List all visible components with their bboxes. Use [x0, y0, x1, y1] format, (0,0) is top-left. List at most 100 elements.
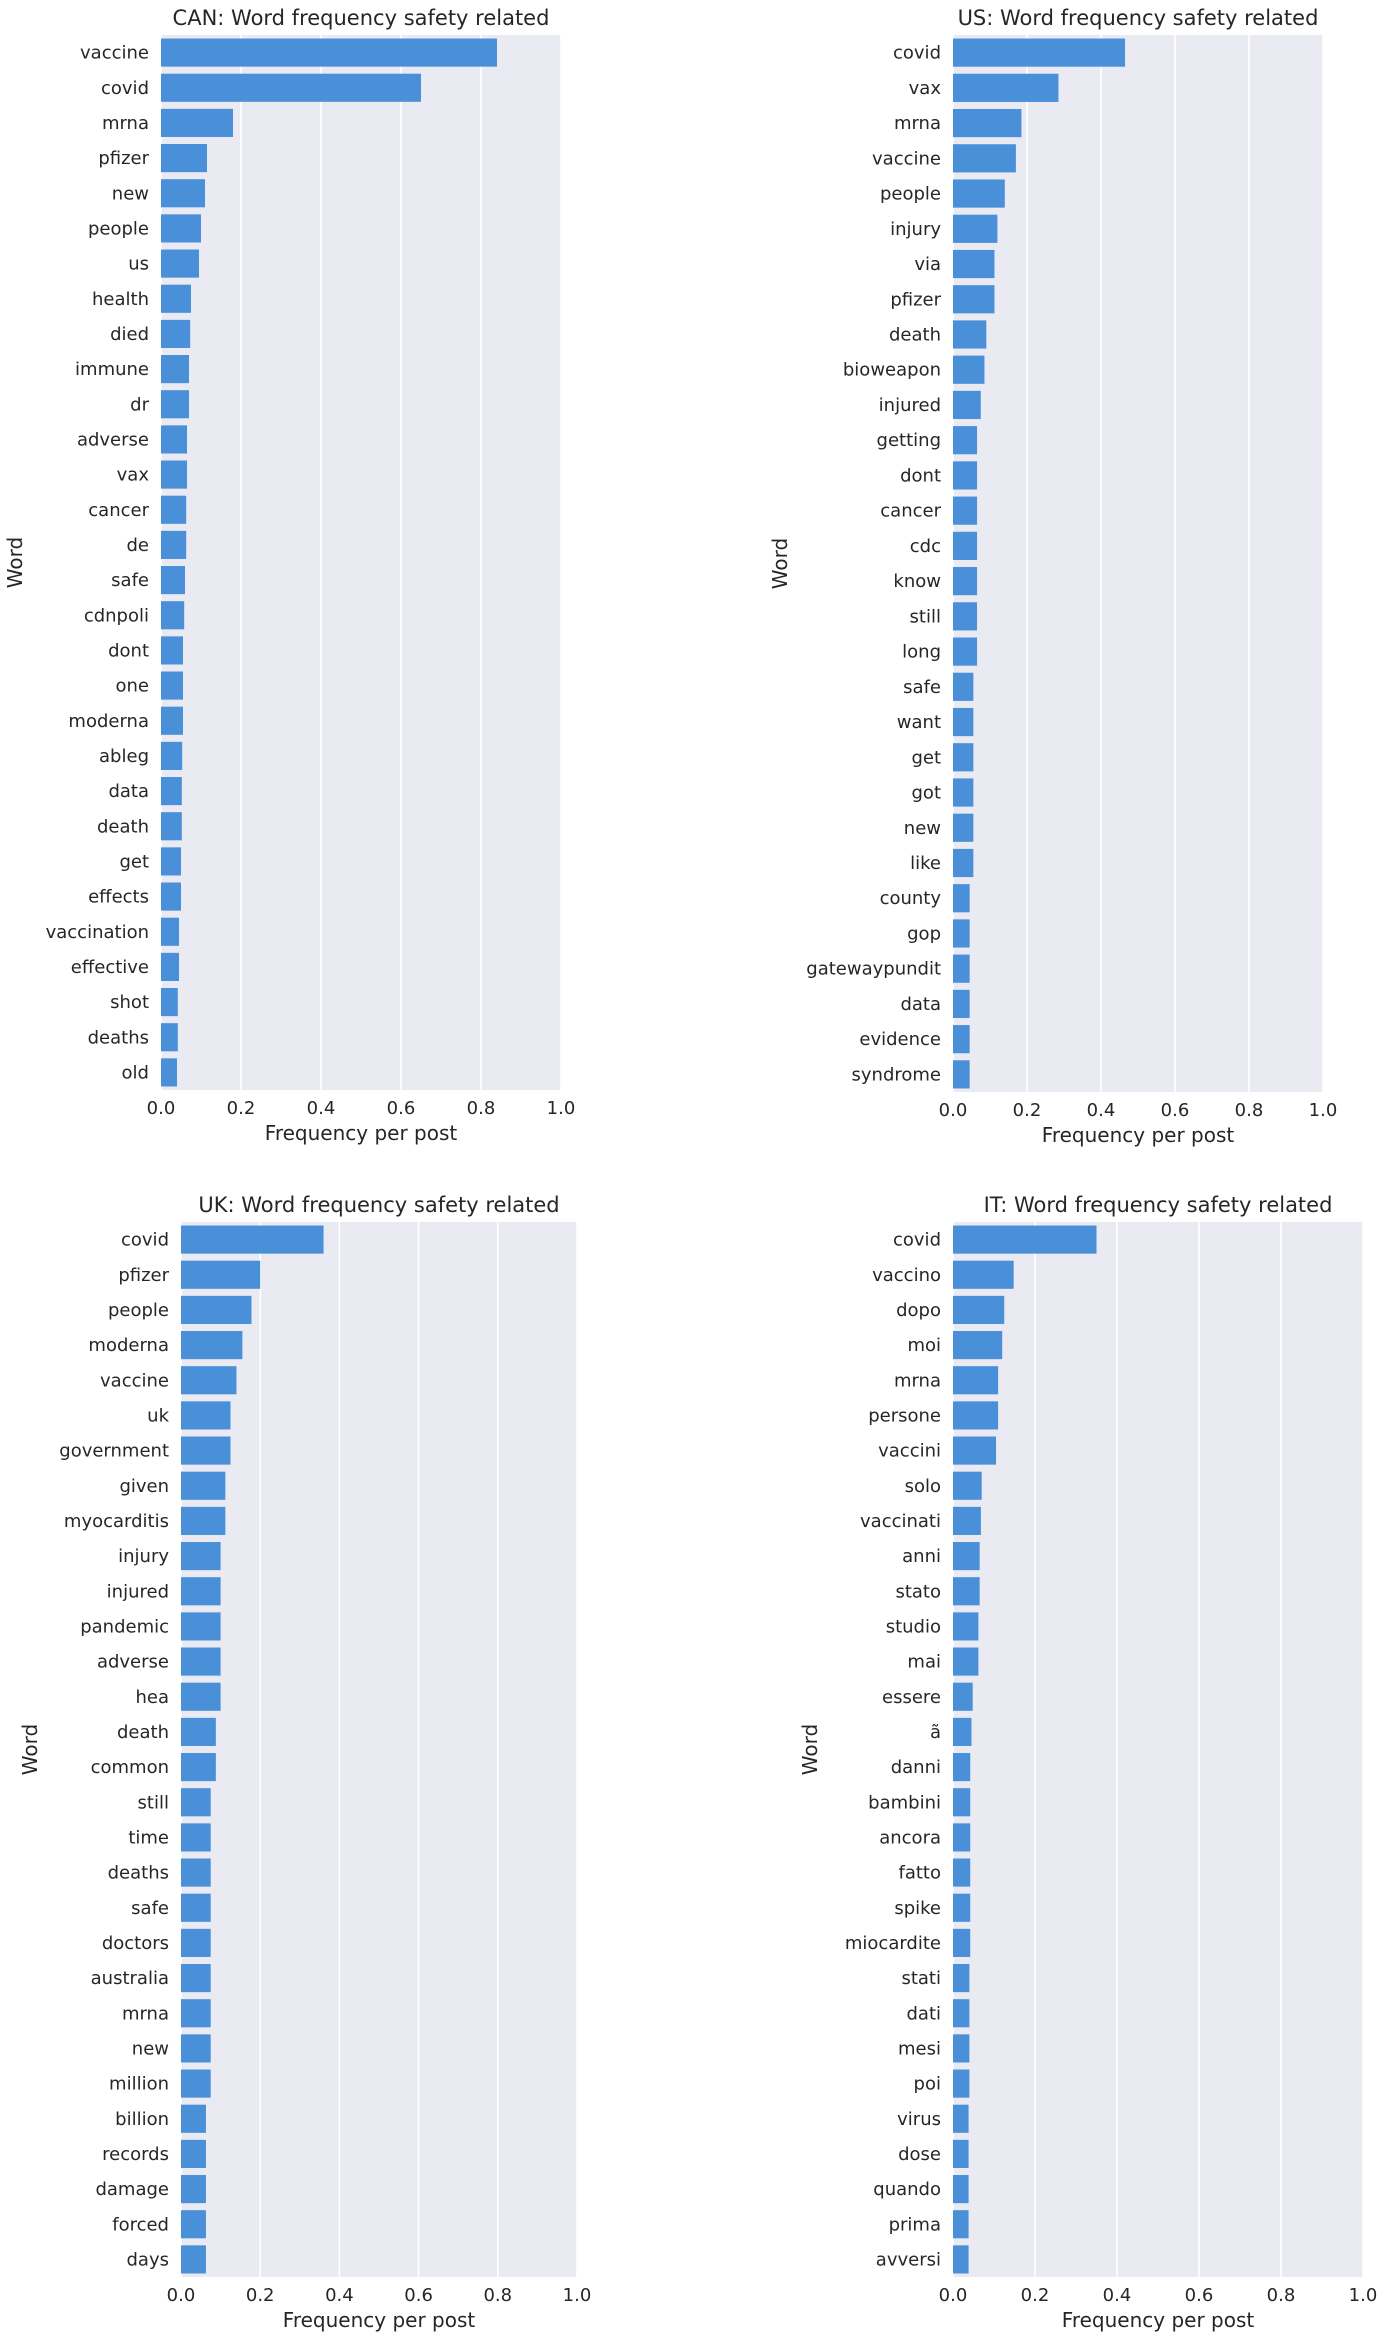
uk-bar — [181, 1893, 211, 1922]
it-y-tick-label: studio — [886, 1616, 941, 1637]
can-bar — [161, 988, 178, 1017]
uk-bar — [181, 1964, 211, 1993]
can-bar — [161, 671, 183, 700]
us-bar — [953, 73, 1059, 102]
uk-bar — [181, 1858, 211, 1887]
us-y-tick-label: long — [902, 642, 941, 663]
us-bar — [953, 637, 978, 666]
can-y-tick-label: effects — [88, 887, 149, 908]
us-bar — [953, 954, 970, 983]
it-y-tick-label: mai — [907, 1652, 941, 1673]
it-bar — [953, 2175, 969, 2204]
us-bar — [953, 919, 970, 948]
can-y-tick-label: death — [97, 816, 149, 837]
us-bar — [953, 249, 995, 279]
it-bar — [953, 1858, 971, 1887]
it-bar — [953, 1612, 979, 1641]
it-y-tick-label: bambini — [868, 1792, 941, 1813]
us-y-tick-label: death — [889, 324, 941, 345]
us-bar — [953, 496, 978, 525]
us-bar — [953, 672, 974, 701]
it-bar — [953, 1717, 972, 1746]
can-y-tick-label: shot — [110, 992, 149, 1013]
uk-x-tick-label: 0.8 — [483, 2285, 512, 2306]
it-y-tick-label: danni — [891, 1757, 941, 1778]
uk-y-tick-label: million — [109, 2074, 169, 2095]
it-bar — [953, 2034, 970, 2063]
it-y-tick-label: poi — [914, 2074, 941, 2095]
can-x-axis-label: Frequency per post — [265, 1121, 458, 1145]
can-bar — [161, 952, 179, 981]
uk-bar — [181, 1506, 226, 1535]
can-y-tick-label: ableg — [99, 746, 149, 767]
can-bar — [161, 777, 182, 806]
it-bar — [953, 2139, 969, 2168]
uk-y-tick-label: doctors — [102, 1933, 169, 1954]
it-bar — [953, 2245, 969, 2274]
can-bar — [161, 566, 185, 595]
us-bar — [953, 531, 978, 560]
can-y-tick-label: us — [128, 254, 149, 275]
uk-y-tick-label: records — [102, 2144, 169, 2165]
can-plot-area — [161, 35, 561, 1090]
uk-plot-area — [181, 1222, 577, 2277]
can-y-tick-label: moderna — [68, 711, 149, 732]
can-bar — [161, 1058, 177, 1087]
uk-y-tick-label: injured — [107, 1581, 169, 1602]
us-y-tick-label: cdc — [910, 536, 941, 557]
can-bar — [161, 284, 191, 313]
it-y-tick-label: prima — [889, 2214, 941, 2235]
uk-bar — [181, 2245, 206, 2274]
can-x-tick-label: 0.8 — [467, 1098, 496, 1119]
uk-y-tick-label: adverse — [97, 1652, 169, 1673]
it-y-tick-label: miocardite — [845, 1933, 941, 1954]
us-y-tick-label: mrna — [894, 113, 941, 134]
it-bar — [953, 1506, 981, 1535]
can-bar — [161, 38, 497, 67]
us-y-tick-label: getting — [877, 430, 941, 451]
uk-bar — [181, 1542, 221, 1571]
can-bar — [161, 319, 191, 348]
us-bar — [953, 285, 995, 314]
can-x-tick-label: 0.6 — [387, 1098, 416, 1119]
it-bar — [953, 2210, 969, 2239]
us-y-tick-label: pfizer — [890, 289, 941, 310]
it-bar — [953, 1682, 973, 1711]
it-y-tick-label: ancora — [879, 1827, 941, 1848]
us-y-tick-label: county — [880, 888, 942, 909]
can-bar — [161, 812, 182, 841]
it-bar — [953, 1542, 980, 1571]
can-y-tick-label: data — [108, 781, 149, 802]
us-bar — [953, 179, 1005, 208]
uk-y-tick-label: death — [117, 1722, 169, 1743]
can-y-axis-label: Word — [3, 537, 27, 588]
can-bar — [161, 706, 183, 735]
can-bar — [161, 741, 183, 770]
us-x-tick-label: 0.2 — [1013, 1100, 1042, 1121]
it-y-tick-label: vaccino — [872, 1265, 941, 1286]
chart-us: 0.0 0.2 0.4 0.6 0.8 1.0 covid vax mrna vaccine peo… — [768, 6, 1337, 1147]
can-bar — [161, 530, 187, 559]
can-y-tick-label: dont — [108, 640, 149, 661]
it-x-tick-label: 0.8 — [1267, 2285, 1296, 2306]
can-bar — [161, 179, 205, 208]
can-y-tick-label: adverse — [77, 429, 149, 450]
it-y-tick-label: quando — [873, 2179, 941, 2200]
uk-bar — [181, 1717, 216, 1746]
can-y-tick-label: effective — [71, 957, 149, 978]
us-bar — [953, 813, 974, 842]
can-bar — [161, 214, 201, 243]
it-bar — [953, 1928, 971, 1957]
can-bar — [161, 390, 189, 419]
can-y-tick-label: one — [116, 676, 150, 697]
it-y-tick-label: virus — [897, 2109, 941, 2130]
us-y-tick-label: gatewaypundit — [806, 959, 941, 980]
it-bar — [953, 2104, 969, 2133]
it-bar — [953, 1401, 999, 1430]
us-bar — [953, 38, 1126, 67]
us-y-tick-label: via — [914, 254, 941, 275]
us-y-tick-label: covid — [893, 43, 941, 64]
uk-y-tick-label: moderna — [88, 1335, 169, 1356]
us-plot-area — [953, 35, 1323, 1092]
uk-y-tick-label: vaccine — [100, 1370, 169, 1391]
